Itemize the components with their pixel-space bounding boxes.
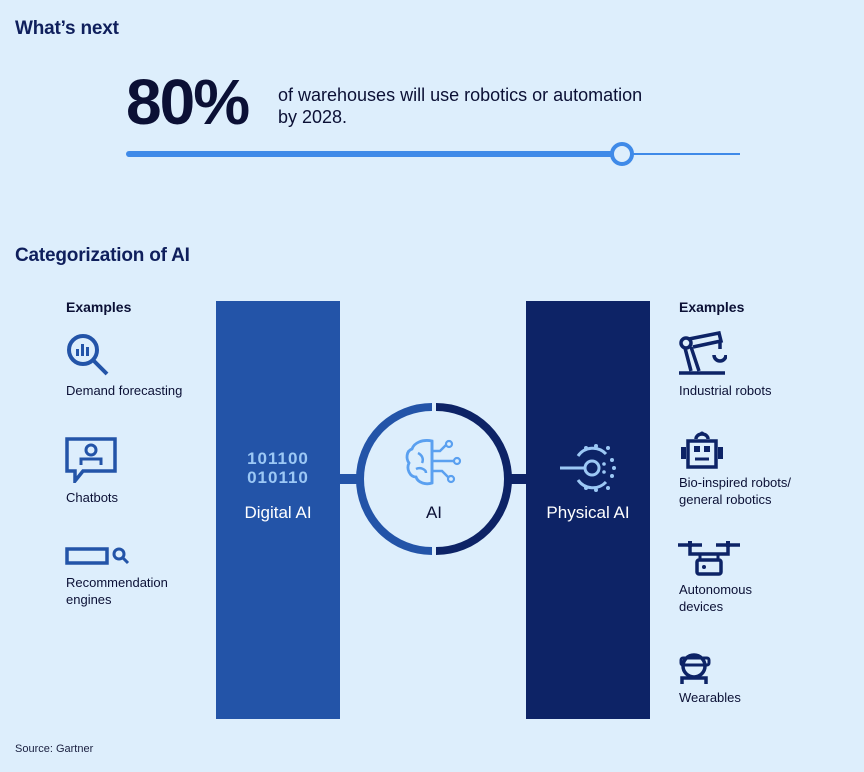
robot-arm-icon (679, 331, 727, 375)
physical-ai-label: Physical AI (546, 503, 630, 522)
digital-ai-column (216, 301, 340, 719)
magnifier-chart-icon (67, 334, 109, 376)
example-autonomous-devices: Autonomous devices (679, 581, 752, 615)
progress-fill (126, 151, 622, 157)
progress-track (622, 153, 740, 155)
progress-knob (610, 142, 634, 166)
digital-ai-label: Digital AI (244, 503, 312, 522)
physical-ai-column (526, 301, 650, 719)
digital-connector (340, 474, 364, 484)
binary-line1: 101100 (247, 449, 309, 468)
stat-text-line1: of warehouses will use robotics or autom… (278, 85, 643, 105)
example-industrial-robots: Industrial robots (679, 383, 772, 398)
example-wearables: Wearables (679, 690, 741, 705)
binary-icon: 101100 010110 (216, 449, 340, 487)
physical-connector (504, 474, 526, 484)
label-line2: engines (66, 592, 112, 607)
binary-line2: 010110 (247, 468, 309, 487)
label-line1: Recommendation (66, 575, 168, 590)
chat-person-icon (65, 437, 117, 483)
drone-icon (678, 541, 740, 576)
vr-headset-icon (679, 653, 711, 684)
stat-text-line2: by 2028. (278, 107, 348, 127)
example-recommendation-engines: Recommendation engines (66, 574, 168, 608)
stat-value: 80% (126, 66, 250, 138)
example-bio-inspired-robots: Bio-inspired robots/ general robotics (679, 474, 791, 508)
stat-text: of warehouses will use robotics or autom… (278, 84, 642, 128)
example-demand-forecasting: Demand forecasting (66, 383, 183, 398)
sensor-target-icon (560, 444, 616, 492)
label-line2: devices (679, 599, 724, 614)
ai-label: AI (425, 503, 443, 522)
robot-head-icon (681, 431, 723, 469)
search-bar-icon (65, 547, 130, 565)
label-line1: Bio-inspired robots/ (679, 475, 791, 490)
source-note: Source: Gartner (15, 743, 94, 755)
brain-circuit-icon (405, 439, 462, 486)
categorization-heading: Categorization of AI (15, 245, 190, 266)
label-line1: Autonomous (679, 582, 752, 597)
label-line2: general robotics (679, 492, 772, 507)
example-chatbots: Chatbots (66, 490, 119, 505)
ai-ring (356, 403, 512, 555)
right-examples-title: Examples (679, 299, 745, 315)
left-examples-title: Examples (66, 299, 132, 315)
whats-next-heading: What’s next (15, 18, 119, 39)
